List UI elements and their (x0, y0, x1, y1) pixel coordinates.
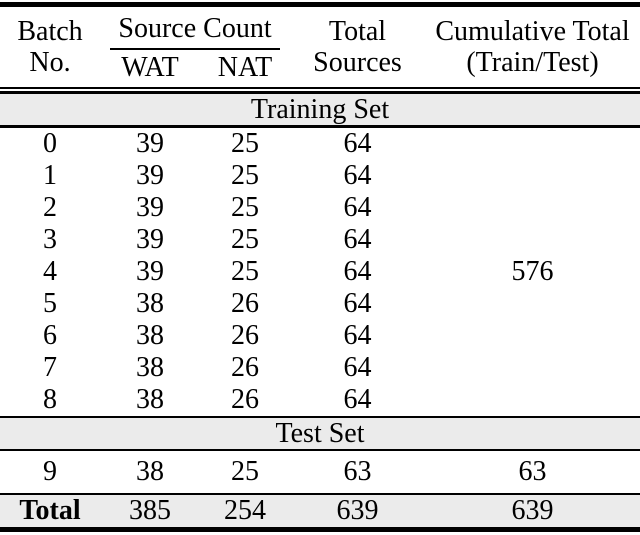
col-header-total-line2: Sources (313, 47, 402, 78)
table-row: 3 39 25 64 (0, 224, 640, 256)
cell-nat: 26 (231, 352, 259, 383)
cell-wat: 39 (136, 128, 164, 159)
table-row: 8 38 26 64 (0, 384, 640, 416)
total-row-top-rule (0, 493, 640, 495)
table-row: 1 39 25 64 (0, 160, 640, 192)
cell-nat: 25 (231, 224, 259, 255)
cell-nat: 25 (231, 456, 259, 487)
total-wat: 385 (100, 495, 200, 527)
test-band-top-rule (0, 416, 640, 418)
header-row-2: WAT NAT (0, 53, 640, 87)
cell-wat: 38 (136, 352, 164, 383)
cell-cumulative (425, 192, 640, 224)
cell-batch: 7 (43, 352, 57, 383)
cell-cumulative (425, 352, 640, 384)
cell-total-sources: 63 (343, 456, 372, 487)
cell-cumulative (425, 160, 640, 192)
col-header-total-line1: Total (328, 16, 387, 47)
cell-wat: 39 (136, 192, 164, 223)
section-label-training: Training Set (0, 94, 640, 125)
cell-nat: 25 (231, 256, 259, 287)
total-cumulative: 639 (425, 495, 640, 527)
cell-batch: 3 (43, 224, 57, 255)
cell-nat: 26 (231, 320, 259, 351)
cell-wat: 39 (136, 256, 164, 287)
header-bottom-rule-gap (0, 89, 640, 91)
col-header-batch-line2: No. (29, 47, 71, 78)
cell-wat: 39 (136, 160, 164, 191)
cell-total-sources: 64 (343, 352, 372, 383)
table-row: 5 38 26 64 (0, 288, 640, 320)
total-nat: 254 (200, 495, 290, 527)
section-label-test: Test Set (0, 418, 640, 449)
training-band-bottom-rule (0, 125, 640, 128)
cell-total-sources: 64 (343, 160, 372, 191)
cell-wat: 38 (136, 456, 164, 487)
source-count-label: Source Count (110, 13, 280, 50)
cell-wat: 38 (136, 288, 164, 319)
section-band-training: Training Set (0, 94, 640, 125)
header-bottom-rule-thin (0, 87, 640, 89)
col-header-cumulative-line1: Cumulative Total (435, 16, 630, 47)
cell-cumulative (425, 288, 640, 320)
cell-wat: 38 (136, 384, 164, 415)
cell-cumulative: 63 (518, 456, 547, 487)
table-bottom-rule (0, 527, 640, 532)
cell-cumulative (425, 384, 640, 416)
table-row: 0 39 25 64 (0, 128, 640, 160)
cell-batch: 6 (43, 320, 57, 351)
col-header-cumulative-total: Cumulative Total (Train/Test) (425, 7, 640, 87)
total-row-label: Total (0, 495, 100, 527)
cell-total-sources: 64 (343, 384, 372, 415)
col-header-batch-line1: Batch (17, 16, 83, 47)
cell-wat: 39 (136, 224, 164, 255)
cell-batch: 5 (43, 288, 57, 319)
cell-batch: 8 (43, 384, 57, 415)
col-header-batch-no: Batch No. (0, 7, 100, 87)
cell-cumulative (425, 320, 640, 352)
col-header-nat: NAT (217, 53, 273, 83)
cell-total-sources: 64 (343, 256, 372, 287)
cell-batch: 4 (43, 256, 57, 287)
cell-cumulative (425, 128, 640, 160)
cell-nat: 25 (231, 192, 259, 223)
cell-total-sources: 64 (343, 288, 372, 319)
section-band-test: Test Set (0, 418, 640, 449)
cell-total-sources: 64 (343, 128, 372, 159)
cell-cumulative: 576 (511, 256, 554, 287)
cell-batch: 9 (43, 456, 57, 487)
cell-nat: 25 (231, 160, 259, 191)
header-bottom-rule-thick (0, 91, 640, 94)
table-row: 9 38 25 63 63 (0, 451, 640, 493)
col-header-cumulative-line2: (Train/Test) (466, 47, 599, 78)
cell-wat: 38 (136, 320, 164, 351)
table-row: 2 39 25 64 (0, 192, 640, 224)
cell-batch: 2 (43, 192, 57, 223)
table-top-rule (0, 2, 640, 7)
table-row: 7 38 26 64 (0, 352, 640, 384)
table-row: 6 38 26 64 (0, 320, 640, 352)
cell-nat: 26 (231, 288, 259, 319)
total-row: Total 385 254 639 639 (0, 495, 640, 527)
cell-total-sources: 64 (343, 320, 372, 351)
header-row-1: Batch No. Source Count Total Sources Cum… (0, 7, 640, 79)
cell-total-sources: 64 (343, 224, 372, 255)
cell-cumulative (425, 224, 640, 256)
col-header-wat: WAT (121, 53, 179, 83)
cell-batch: 1 (43, 160, 57, 191)
cell-nat: 26 (231, 384, 259, 415)
table-row: 4 39 25 64 576 (0, 256, 640, 288)
cell-batch: 0 (43, 128, 57, 159)
total-sources: 639 (290, 495, 425, 527)
cell-nat: 25 (231, 128, 259, 159)
cell-total-sources: 64 (343, 192, 372, 223)
col-header-total-sources: Total Sources (290, 7, 425, 87)
test-band-bottom-rule (0, 449, 640, 451)
col-header-source-count: Source Count (100, 7, 290, 53)
